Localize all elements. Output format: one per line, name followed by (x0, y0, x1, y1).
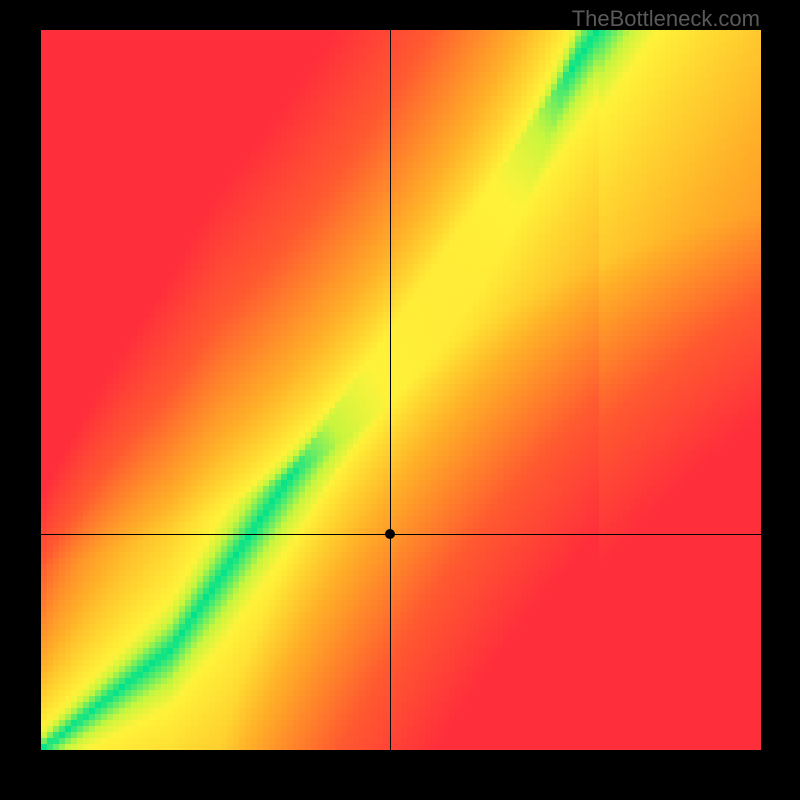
heatmap-plot (41, 30, 761, 750)
watermark-text: TheBottleneck.com (572, 6, 760, 32)
heatmap-canvas (41, 30, 761, 750)
chart-container: TheBottleneck.com (0, 0, 800, 800)
